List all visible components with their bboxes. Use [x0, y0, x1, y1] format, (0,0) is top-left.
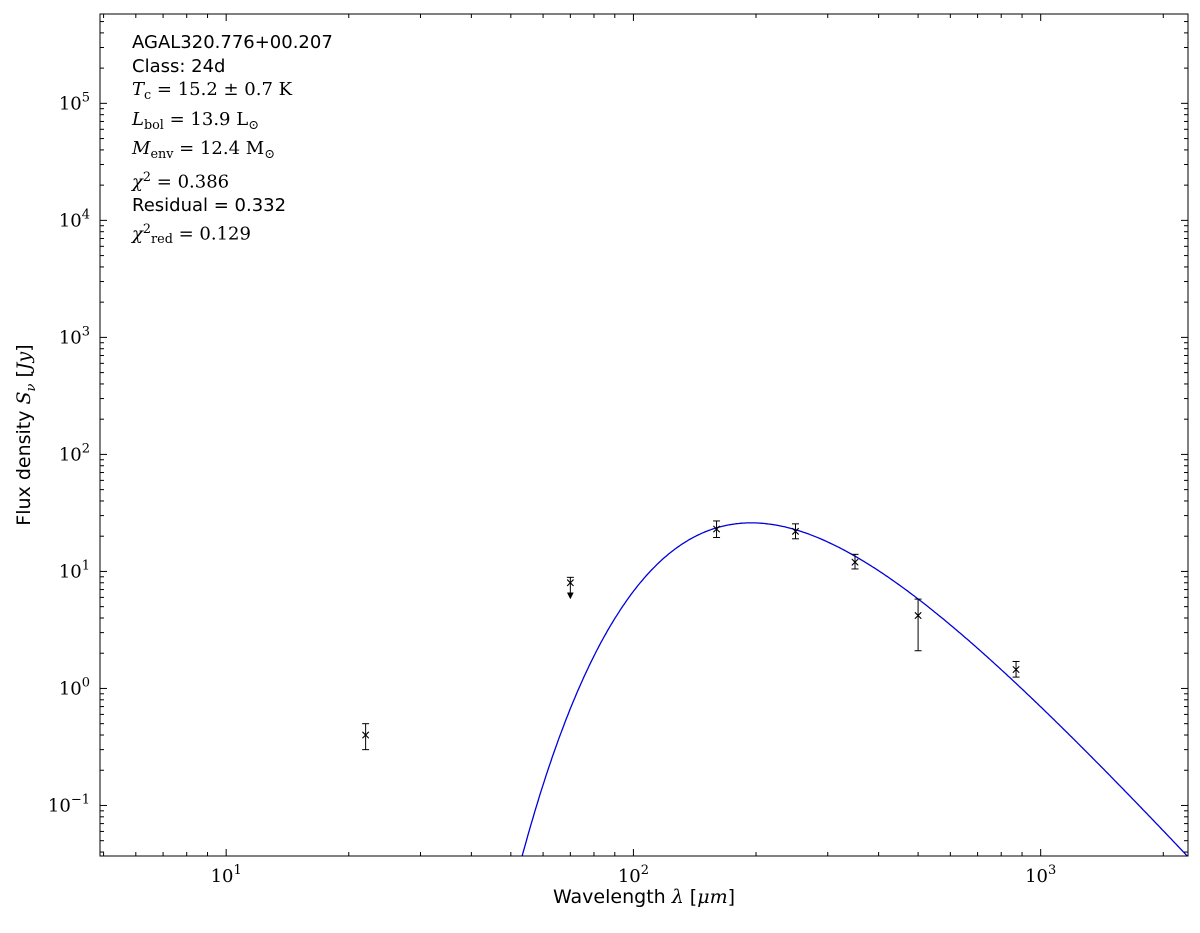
- data-point: [1012, 660, 1020, 678]
- x-marker-icon: [712, 525, 721, 533]
- data-point: [851, 553, 859, 570]
- annotation-line-6: χ2 = 0.386: [132, 170, 230, 193]
- data-point: [914, 598, 922, 652]
- y-tick-label: 104: [59, 207, 90, 231]
- x-marker-icon: [914, 611, 922, 620]
- annotation-line-4: Lbol = 13.9 L⊙: [132, 108, 259, 133]
- annotation-line-1: AGAL320.776+00.207: [132, 32, 333, 53]
- data-point: [566, 576, 574, 600]
- y-tick-label: 10−1: [48, 792, 90, 816]
- data-point: [791, 523, 800, 540]
- annotation-line-2: Class: 24d: [132, 55, 226, 77]
- y-tick-label: 100: [59, 675, 90, 699]
- annotation-line-8: χ2red = 0.129: [132, 222, 251, 248]
- data-point: [362, 723, 370, 751]
- upper-limit-arrow-icon: [566, 592, 574, 600]
- x-tick-label: 103: [1025, 863, 1056, 887]
- data-point: [712, 520, 721, 538]
- axis-ticks: [100, 14, 1188, 856]
- x-axis-label: Wavelength λ [μm]: [553, 886, 735, 908]
- x-tick-label: 101: [211, 863, 242, 887]
- x-marker-icon: [851, 558, 859, 566]
- photometry-points: [362, 520, 1020, 751]
- y-tick-label: 102: [59, 441, 90, 465]
- x-marker-icon: [791, 527, 800, 535]
- y-tick-label: 101: [59, 558, 90, 582]
- x-marker-icon: [362, 731, 370, 739]
- annotation-line-3: Tc = 15.2 ± 0.7 K: [132, 79, 293, 104]
- y-axis-label: Flux density Sν [Jy]: [13, 344, 39, 525]
- model-fit-curve: [521, 522, 1188, 856]
- y-tick-label: 103: [59, 324, 90, 348]
- x-marker-icon: [1012, 665, 1020, 674]
- y-tick-label: 105: [59, 90, 90, 114]
- annotation-line-5: Menv = 12.4 M⊙: [132, 138, 275, 162]
- x-marker-icon: [566, 579, 574, 587]
- x-tick-label: 102: [618, 863, 649, 887]
- annotation-line-7: Residual = 0.332: [132, 195, 287, 217]
- fit-annotation-block: AGAL320.776+00.207 Class: 24d Tc = 15.2 ± …: [132, 31, 333, 252]
- plot-frame: [99, 13, 1189, 857]
